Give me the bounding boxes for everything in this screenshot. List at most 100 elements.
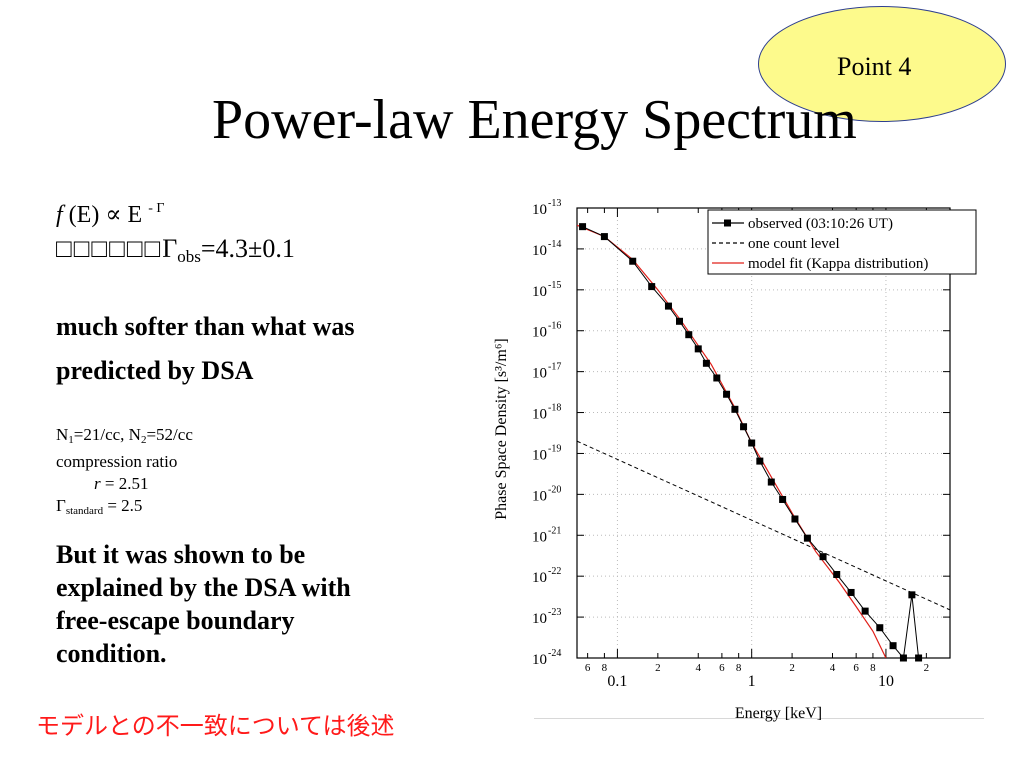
plot-frame <box>576 207 951 659</box>
gamma-standard-line: Γstandard = 2.5 <box>56 495 193 522</box>
y-tick-label: 10 <box>532 325 547 341</box>
y-tick-label: 10 <box>532 366 547 382</box>
y-tick-label: 10 <box>532 529 547 545</box>
x-minor-label: 2 <box>789 662 795 674</box>
r-line: r = 2.51 <box>56 473 193 495</box>
point-badge-label: Point 4 <box>837 52 912 81</box>
observed-point <box>731 405 739 413</box>
series-observed <box>582 226 920 658</box>
gamma-std-sub: standard <box>65 505 104 517</box>
y-tick-exponent: -24 <box>548 648 561 659</box>
observed-point <box>889 642 897 650</box>
observed-point <box>791 515 799 523</box>
x-major-label: 10 <box>878 673 894 690</box>
observed-point <box>833 570 841 578</box>
y-tick-label: 10 <box>532 570 547 586</box>
x-major-label: 0.1 <box>607 673 627 690</box>
y-tick-label: 10 <box>532 488 547 504</box>
observed-point <box>748 439 756 447</box>
series-one-count-level <box>577 440 950 611</box>
y-tick-label: 10 <box>532 611 547 627</box>
explanation-line-3: free-escape boundary <box>56 606 295 635</box>
explanation-line-1: But it was shown to be <box>56 540 306 569</box>
observed-point <box>861 607 869 615</box>
y-tick-label: 10 <box>532 284 547 300</box>
explanation-line-2: explained by the DSA with <box>56 573 351 602</box>
observed-point <box>767 478 775 486</box>
divider <box>534 718 984 719</box>
y-tick-exponent: -20 <box>548 484 561 495</box>
legend-label: one count level <box>748 236 840 252</box>
energy-spectrum-chart: 10-1310-1410-1510-1610-1710-1810-1910-20… <box>493 198 977 722</box>
observed-point <box>629 257 637 265</box>
x-minor-label: 2 <box>924 662 930 674</box>
observed-point <box>915 654 923 662</box>
y-tick-exponent: -14 <box>548 239 561 250</box>
x-axis-label: Energy [keV] <box>735 705 822 722</box>
n1-label: N <box>56 425 69 444</box>
explanation-line-4: condition. <box>56 639 167 668</box>
x-minor-label: 2 <box>655 662 661 674</box>
formula-exponent: - Γ <box>148 201 165 216</box>
n1-value: =21/cc, N <box>73 425 141 444</box>
x-minor-label: 8 <box>736 662 742 674</box>
x-major-label: 1 <box>748 673 756 690</box>
explanation-text: But it was shown to be explained by the … <box>56 538 476 670</box>
x-minor-label: 6 <box>585 662 591 674</box>
observed-point <box>694 345 702 353</box>
observed-point <box>675 317 683 325</box>
y-tick-exponent: -21 <box>548 525 561 536</box>
y-tick-label: 10 <box>532 447 547 463</box>
legend-marker <box>724 219 731 227</box>
y-tick-exponent: -18 <box>548 403 561 414</box>
observed-point <box>600 233 608 241</box>
power-law-formula: f (E) ∝ E - Γ <box>56 196 164 228</box>
x-minor-label: 4 <box>830 662 836 674</box>
y-tick-exponent: -17 <box>548 362 561 373</box>
gamma-symbol: Γ <box>162 234 178 263</box>
n2-sub: 2 <box>140 434 147 446</box>
x-minor-label: 8 <box>602 662 608 674</box>
formula-body: (E) ∝ E <box>62 202 149 228</box>
observed-point <box>803 534 811 542</box>
softer-line-2: predicted by DSA <box>56 356 254 385</box>
r-variable: r <box>94 474 101 493</box>
y-axis-label: Phase Space Density [s³/m⁶] <box>493 338 510 519</box>
observed-point <box>579 223 587 231</box>
observed-point <box>702 359 710 367</box>
observed-point <box>648 283 656 291</box>
density-line: N1=21/cc, N2=52/cc <box>56 424 193 451</box>
point-badge: Point 4 <box>758 6 1006 122</box>
y-tick-exponent: -15 <box>548 280 561 291</box>
y-tick-exponent: -19 <box>548 443 561 454</box>
gamma-obs-subscript: obs <box>177 247 201 266</box>
softer-line-1: much softer than what was <box>56 312 355 341</box>
observed-point <box>664 302 672 310</box>
y-tick-exponent: -16 <box>548 321 561 332</box>
y-tick-exponent: -22 <box>548 566 561 577</box>
formula-function: f <box>56 202 63 228</box>
y-tick-label: 10 <box>532 202 547 218</box>
observed-point <box>908 591 916 599</box>
x-minor-label: 6 <box>719 662 725 674</box>
observed-point <box>899 654 907 662</box>
x-minor-label: 6 <box>853 662 859 674</box>
gamma-observed: □□□□□□Γobs=4.3±0.1 <box>56 234 295 267</box>
n2-value: =52/cc <box>146 425 193 444</box>
observed-point <box>713 374 721 382</box>
gamma-std-value: = 2.5 <box>103 496 143 515</box>
n1-sub: 1 <box>68 434 74 446</box>
y-tick-exponent: -23 <box>548 607 561 618</box>
y-tick-label: 10 <box>532 652 547 668</box>
observed-point <box>847 588 855 596</box>
legend-box <box>707 209 977 275</box>
gamma-std-symbol: Γ <box>56 496 66 515</box>
legend-label: observed (03:10:26 UT) <box>748 216 893 232</box>
r-value: = 2.51 <box>100 474 149 493</box>
compression-label: compression ratio <box>56 452 178 471</box>
x-minor-label: 4 <box>696 662 702 674</box>
observed-point <box>685 331 693 339</box>
observed-point <box>723 390 731 398</box>
y-tick-label: 10 <box>532 243 547 259</box>
observed-point <box>876 624 884 632</box>
